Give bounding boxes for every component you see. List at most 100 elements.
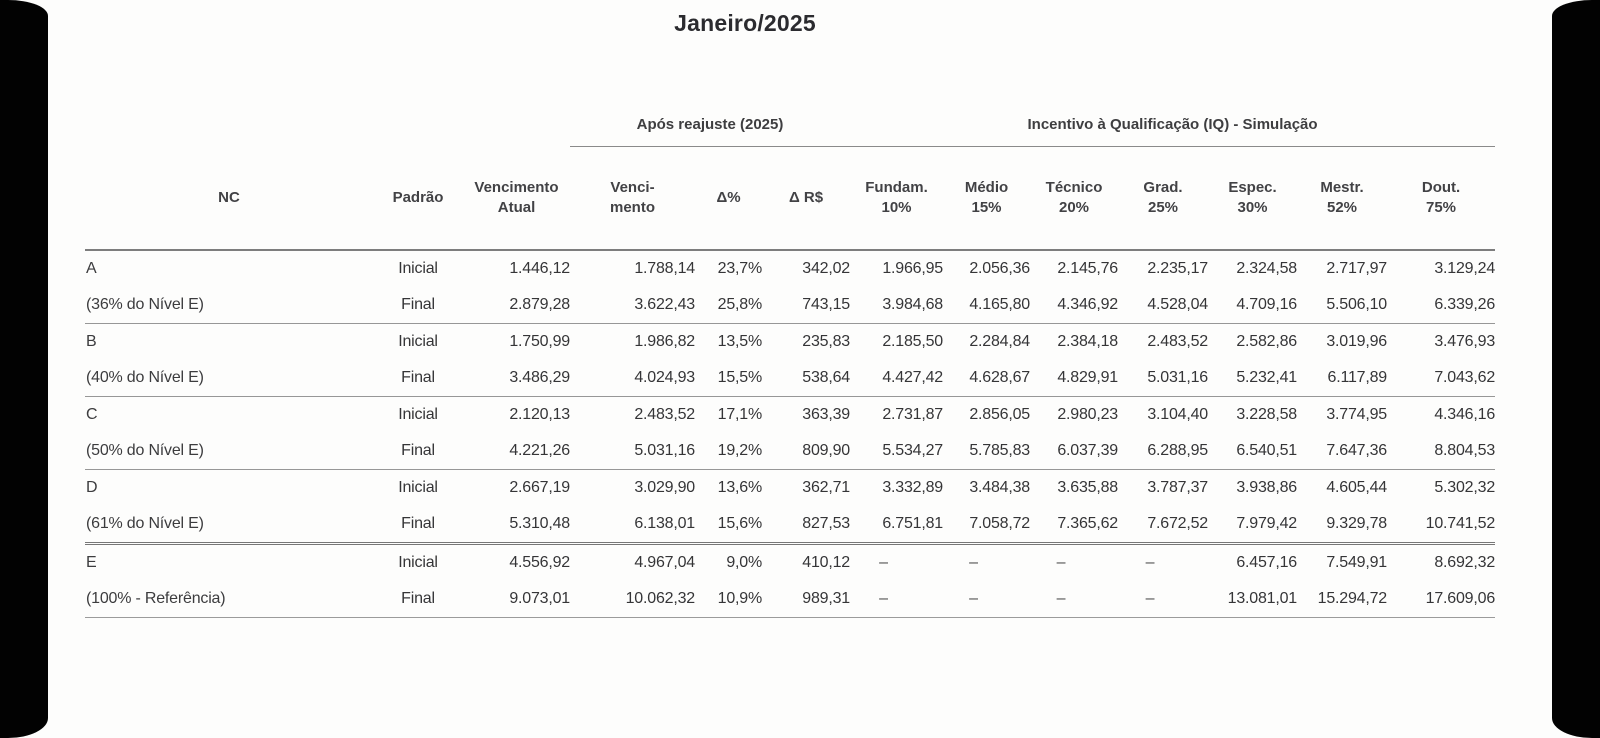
column-header-text: Fundam. bbox=[865, 179, 928, 196]
value-cell: 5.302,32 bbox=[1387, 469, 1495, 506]
value-cell: 2.879,28 bbox=[509, 296, 570, 313]
value-cell: 4.556,92 bbox=[463, 542, 570, 581]
column-header-tecnico: Técnico 20% bbox=[1030, 146, 1119, 251]
table-row: E Inicial 4.556,92 4.967,04 9,0% 410,12– – – –6.… bbox=[85, 542, 1495, 581]
value-cell: 17.609,06 bbox=[1387, 581, 1495, 618]
value-cell: 13,5% bbox=[695, 323, 762, 360]
value-cell: 2.235,17 bbox=[1147, 260, 1209, 277]
nc-label-cell: D bbox=[85, 469, 373, 506]
value-cell: 17,1% bbox=[695, 396, 762, 433]
value-cell: 6.037,39 bbox=[1057, 442, 1119, 459]
value-cell: 3.787,37 bbox=[1118, 469, 1208, 506]
value-cell: 3.486,29 bbox=[509, 369, 570, 386]
nc-label-cell: (36% do Nível E) bbox=[86, 296, 204, 313]
nc-label-cell: E bbox=[85, 542, 373, 581]
column-header-text: 15% bbox=[971, 199, 1002, 216]
value-cell: 23,7% bbox=[717, 260, 763, 277]
nc-label-cell: (61% do Nível E) bbox=[86, 515, 204, 532]
value-cell: 2.667,19 bbox=[463, 469, 570, 506]
column-header-grad: Grad. 25% bbox=[1118, 146, 1209, 251]
value-cell: – bbox=[1118, 542, 1209, 581]
nc-label-cell: (50% do Nível E) bbox=[86, 442, 204, 459]
value-cell: 2.185,50 bbox=[850, 323, 943, 360]
value-cell: 342,02 bbox=[802, 260, 851, 277]
column-header-text: 52% bbox=[1327, 199, 1358, 216]
value-cell: 1.446,12 bbox=[509, 260, 570, 277]
value-cell: 6.751,81 bbox=[882, 515, 944, 532]
padrao-cell: Inicial bbox=[373, 323, 463, 360]
value-cell: 2.856,05 bbox=[943, 396, 1030, 433]
column-header-text: Médio bbox=[964, 179, 1009, 196]
column-header-padrao: Padrão bbox=[373, 146, 463, 251]
value-cell: 7.979,42 bbox=[1236, 515, 1298, 532]
value-cell: 3.984,68 bbox=[882, 296, 944, 313]
value-cell: 5.506,10 bbox=[1326, 296, 1388, 313]
value-cell: 2.284,84 bbox=[943, 323, 1030, 360]
value-cell: 2.120,13 bbox=[463, 396, 570, 433]
column-header-text: Padrão bbox=[392, 188, 444, 206]
value-cell: 809,90 bbox=[802, 442, 851, 459]
table-row: B Inicial 1.750,99 1.986,82 13,5% 235,83 2.185… bbox=[85, 323, 1495, 360]
value-cell: 3.476,93 bbox=[1387, 323, 1495, 360]
value-cell: – bbox=[1030, 581, 1119, 618]
value-cell: 7.549,91 bbox=[1297, 542, 1387, 581]
value-cell: 1.750,99 bbox=[463, 323, 570, 360]
value-cell: 10,9% bbox=[695, 581, 762, 618]
padrao-cell: Inicial bbox=[398, 260, 438, 277]
column-header-fundam: Fundam. 10% bbox=[850, 146, 944, 251]
value-cell: 9.329,78 bbox=[1326, 515, 1388, 532]
column-header-text: 10% bbox=[881, 199, 912, 216]
value-cell: 5.031,16 bbox=[1147, 369, 1209, 386]
column-header-vencimento-atual: Vencimento Atual bbox=[463, 146, 570, 251]
value-cell: 4.427,42 bbox=[882, 369, 944, 386]
group-header-spacer bbox=[85, 57, 570, 147]
value-cell: 363,39 bbox=[762, 396, 850, 433]
table-row: A Inicial 1.446,12 1.788,14 23,7% 342,02 1.966… bbox=[85, 250, 1495, 287]
value-cell: 2.582,86 bbox=[1208, 323, 1297, 360]
value-cell: 4.346,16 bbox=[1387, 396, 1495, 433]
value-cell: 8.692,32 bbox=[1387, 542, 1495, 581]
table-row: (100% - Referência) Final 9.073,01 10.062,3… bbox=[85, 581, 1495, 618]
padrao-cell: Inicial bbox=[373, 542, 463, 581]
column-header-text: NC bbox=[218, 188, 240, 206]
value-cell: 4.709,16 bbox=[1236, 296, 1298, 313]
value-cell: 3.332,89 bbox=[850, 469, 943, 506]
value-cell: 4.346,92 bbox=[1057, 296, 1119, 313]
value-cell: – bbox=[1030, 542, 1119, 581]
column-header-text: Δ% bbox=[716, 189, 741, 206]
value-cell: 6.117,89 bbox=[1327, 369, 1388, 386]
letterbox-right bbox=[1552, 0, 1600, 738]
value-cell: – bbox=[850, 581, 944, 618]
value-cell: – bbox=[1118, 581, 1209, 618]
column-header-nc: NC bbox=[85, 146, 373, 251]
table-row: C Inicial 2.120,13 2.483,52 17,1% 363,39 2.731… bbox=[85, 396, 1495, 433]
value-cell: 410,12 bbox=[762, 542, 850, 581]
group-header-iq: Incentivo à Qualificação (IQ) - Simulaçã… bbox=[850, 57, 1496, 147]
value-cell: 2.324,58 bbox=[1236, 260, 1298, 277]
value-cell: 4.024,93 bbox=[634, 369, 695, 386]
value-cell: 7.365,62 bbox=[1057, 515, 1119, 532]
value-cell: 2.145,76 bbox=[1057, 260, 1119, 277]
column-header-espec: Espec. 30% bbox=[1208, 146, 1298, 251]
value-cell: 4.605,44 bbox=[1297, 469, 1387, 506]
column-header-text: Dout. bbox=[1421, 179, 1461, 196]
value-cell: 5.031,16 bbox=[634, 442, 695, 459]
value-cell: 2.483,52 bbox=[1118, 323, 1208, 360]
value-cell: 1.966,95 bbox=[882, 260, 944, 277]
value-cell: 4.829,91 bbox=[1057, 369, 1119, 386]
letterbox-left bbox=[0, 0, 48, 738]
value-cell: 1.986,82 bbox=[570, 323, 695, 360]
column-header-text: Δ R$ bbox=[788, 189, 824, 206]
column-header-delta-rs: Δ R$ bbox=[762, 146, 851, 251]
value-cell: 538,64 bbox=[802, 369, 851, 386]
value-cell: 2.731,87 bbox=[850, 396, 943, 433]
column-header-text: 30% bbox=[1237, 199, 1268, 216]
column-header-text: 25% bbox=[1148, 199, 1179, 216]
value-cell: – bbox=[850, 542, 944, 581]
value-cell: 2.980,23 bbox=[1030, 396, 1118, 433]
column-header-text: Espec. bbox=[1228, 179, 1277, 196]
value-cell: 9.073,01 bbox=[463, 581, 570, 618]
value-cell: 15,5% bbox=[717, 369, 763, 386]
